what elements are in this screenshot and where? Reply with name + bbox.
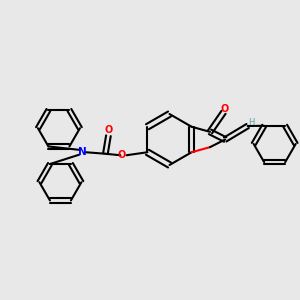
Text: O: O [118,150,126,160]
Text: N: N [78,147,87,157]
Text: O: O [221,104,229,114]
Text: H: H [248,118,255,127]
Text: O: O [104,125,112,135]
